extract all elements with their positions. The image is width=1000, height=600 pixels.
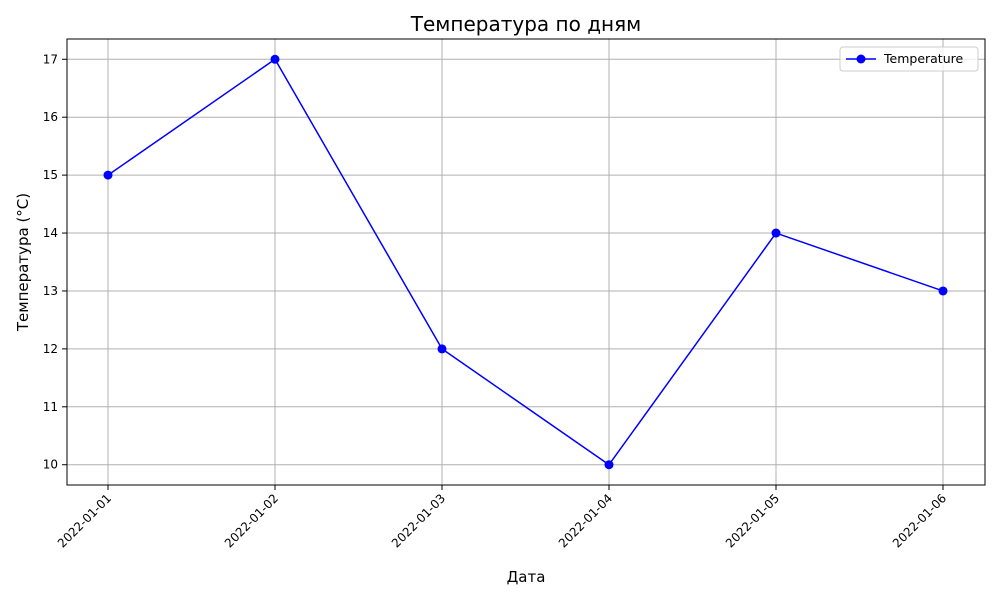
data-point [437,344,447,354]
legend-box [839,46,979,72]
series-layer [103,54,948,470]
chart-title: Температура по дням [410,12,641,36]
y-tick-label: 16 [43,110,58,124]
y-tick-label: 17 [43,52,58,66]
series-line [107,58,944,466]
data-point [938,286,948,296]
x-axis-label: Дата [507,568,546,586]
y-tick-label: 11 [43,400,58,414]
y-tick-label: 13 [43,284,58,298]
legend: Temperature [839,46,979,72]
y-tick-label: 10 [43,458,58,472]
data-point [604,460,614,470]
data-point [771,228,781,238]
grid [67,39,985,485]
plot-frame [66,38,986,486]
y-tick-label: 12 [43,342,58,356]
y-tick-label: 14 [43,226,58,240]
legend-point-marker [856,54,866,64]
legend-label-temperature: Temperature [883,51,963,66]
y-tick-label: 15 [43,168,58,182]
data-point [103,170,113,180]
data-point [270,54,280,64]
y-axis-label: Температура (°C) [14,193,32,332]
